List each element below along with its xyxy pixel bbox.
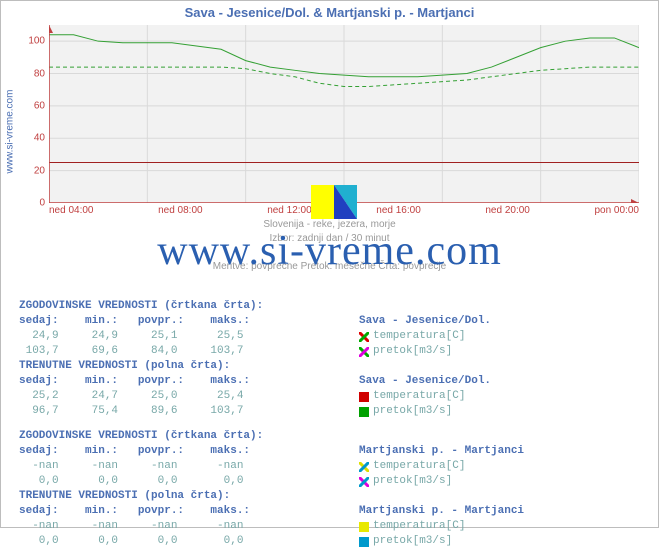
series-label: pretok[m3/s]	[373, 404, 452, 419]
series-swatch-icon	[359, 347, 369, 357]
column-headers: sedaj: min.: povpr.: maks.:	[19, 444, 359, 459]
station-name: Sava - Jesenice/Dol.	[359, 314, 639, 329]
column-headers: sedaj: min.: povpr.: maks.:	[19, 314, 359, 329]
series-label: temperatura[C]	[373, 389, 465, 404]
chart-frame: Sava - Jesenice/Dol. & Martjanski p. - M…	[0, 0, 659, 528]
data-row: 24,9 24,9 25,1 25,5	[19, 329, 359, 344]
section-title: ZGODOVINSKE VREDNOSTI (črtkana črta):	[19, 299, 359, 314]
logo-icon	[311, 185, 357, 219]
section-title: TRENUTNE VREDNOSTI (polna črta):	[19, 359, 359, 374]
series-swatch-icon	[359, 407, 369, 417]
y-tick-label: 40	[34, 133, 45, 144]
station-name: Martjanski p. - Martjanci	[359, 444, 639, 459]
series-swatch-icon	[359, 392, 369, 402]
column-headers: sedaj: min.: povpr.: maks.:	[19, 374, 359, 389]
y-tick-label: 20	[34, 165, 45, 176]
x-tick-label: ned 12:00	[267, 205, 312, 219]
data-tables: ZGODOVINSKE VREDNOSTI (črtkana črta):sed…	[19, 299, 639, 549]
y-tick-label: 60	[34, 100, 45, 111]
series-label: temperatura[C]	[373, 519, 465, 534]
series-label: pretok[m3/s]	[373, 534, 452, 549]
series-label: temperatura[C]	[373, 329, 465, 344]
series-swatch-icon	[359, 477, 369, 487]
watermark-text: www.si-vreme.com	[1, 227, 658, 275]
data-row: 25,2 24,7 25,0 25,4	[19, 389, 359, 404]
x-tick-label: ned 08:00	[158, 205, 203, 219]
x-tick-label: pon 00:00	[594, 205, 639, 219]
y-tick-label: 0	[39, 198, 45, 209]
chart-title: Sava - Jesenice/Dol. & Martjanski p. - M…	[1, 1, 658, 20]
x-tick-label: ned 16:00	[376, 205, 421, 219]
data-row: 96,7 75,4 89,6 103,7	[19, 404, 359, 419]
data-row: -nan -nan -nan -nan	[19, 459, 359, 474]
series-label: temperatura[C]	[373, 459, 465, 474]
series-label: pretok[m3/s]	[373, 344, 452, 359]
series-swatch-icon	[359, 332, 369, 342]
series-swatch-icon	[359, 537, 369, 547]
station-name: Martjanski p. - Martjanci	[359, 504, 639, 519]
chart-area	[49, 25, 639, 203]
section-title: ZGODOVINSKE VREDNOSTI (črtkana črta):	[19, 429, 359, 444]
y-tick-label: 80	[34, 68, 45, 79]
series-swatch-icon	[359, 462, 369, 472]
x-tick-label: ned 20:00	[485, 205, 530, 219]
data-row: 103,7 69,6 84,0 103,7	[19, 344, 359, 359]
data-row: 0,0 0,0 0,0 0,0	[19, 474, 359, 489]
data-row: -nan -nan -nan -nan	[19, 519, 359, 534]
x-tick-label: ned 04:00	[49, 205, 94, 219]
column-headers: sedaj: min.: povpr.: maks.:	[19, 504, 359, 519]
data-row: 0,0 0,0 0,0 0,0	[19, 534, 359, 549]
series-label: pretok[m3/s]	[373, 474, 452, 489]
y-axis-ticks: 020406080100	[19, 25, 47, 203]
station-name: Sava - Jesenice/Dol.	[359, 374, 639, 389]
series-swatch-icon	[359, 522, 369, 532]
section-title: TRENUTNE VREDNOSTI (polna črta):	[19, 489, 359, 504]
y-tick-label: 100	[28, 36, 45, 47]
